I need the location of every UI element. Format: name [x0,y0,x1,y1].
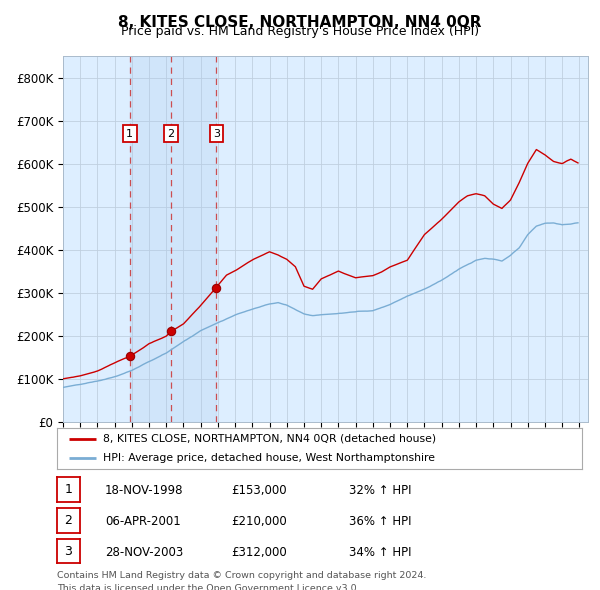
Text: 32% ↑ HPI: 32% ↑ HPI [349,484,412,497]
Text: HPI: Average price, detached house, West Northamptonshire: HPI: Average price, detached house, West… [103,453,435,463]
Text: 28-NOV-2003: 28-NOV-2003 [105,546,183,559]
Text: 2: 2 [64,514,73,527]
Text: 3: 3 [64,545,73,558]
Text: 1: 1 [64,483,73,496]
Text: 18-NOV-1998: 18-NOV-1998 [105,484,184,497]
Text: £312,000: £312,000 [231,546,287,559]
Text: 1: 1 [126,129,133,139]
Text: 8, KITES CLOSE, NORTHAMPTON, NN4 0QR: 8, KITES CLOSE, NORTHAMPTON, NN4 0QR [118,15,482,30]
Text: 3: 3 [213,129,220,139]
Text: 34% ↑ HPI: 34% ↑ HPI [349,546,412,559]
Text: 8, KITES CLOSE, NORTHAMPTON, NN4 0QR (detached house): 8, KITES CLOSE, NORTHAMPTON, NN4 0QR (de… [103,434,436,444]
Text: 2: 2 [167,129,175,139]
Text: 06-APR-2001: 06-APR-2001 [105,515,181,528]
Bar [130,56,217,422]
Text: Price paid vs. HM Land Registry's House Price Index (HPI): Price paid vs. HM Land Registry's House … [121,25,479,38]
Text: Contains HM Land Registry data © Crown copyright and database right 2024.
This d: Contains HM Land Registry data © Crown c… [57,571,427,590]
Text: 36% ↑ HPI: 36% ↑ HPI [349,515,412,528]
Text: £210,000: £210,000 [231,515,287,528]
Text: £153,000: £153,000 [231,484,287,497]
